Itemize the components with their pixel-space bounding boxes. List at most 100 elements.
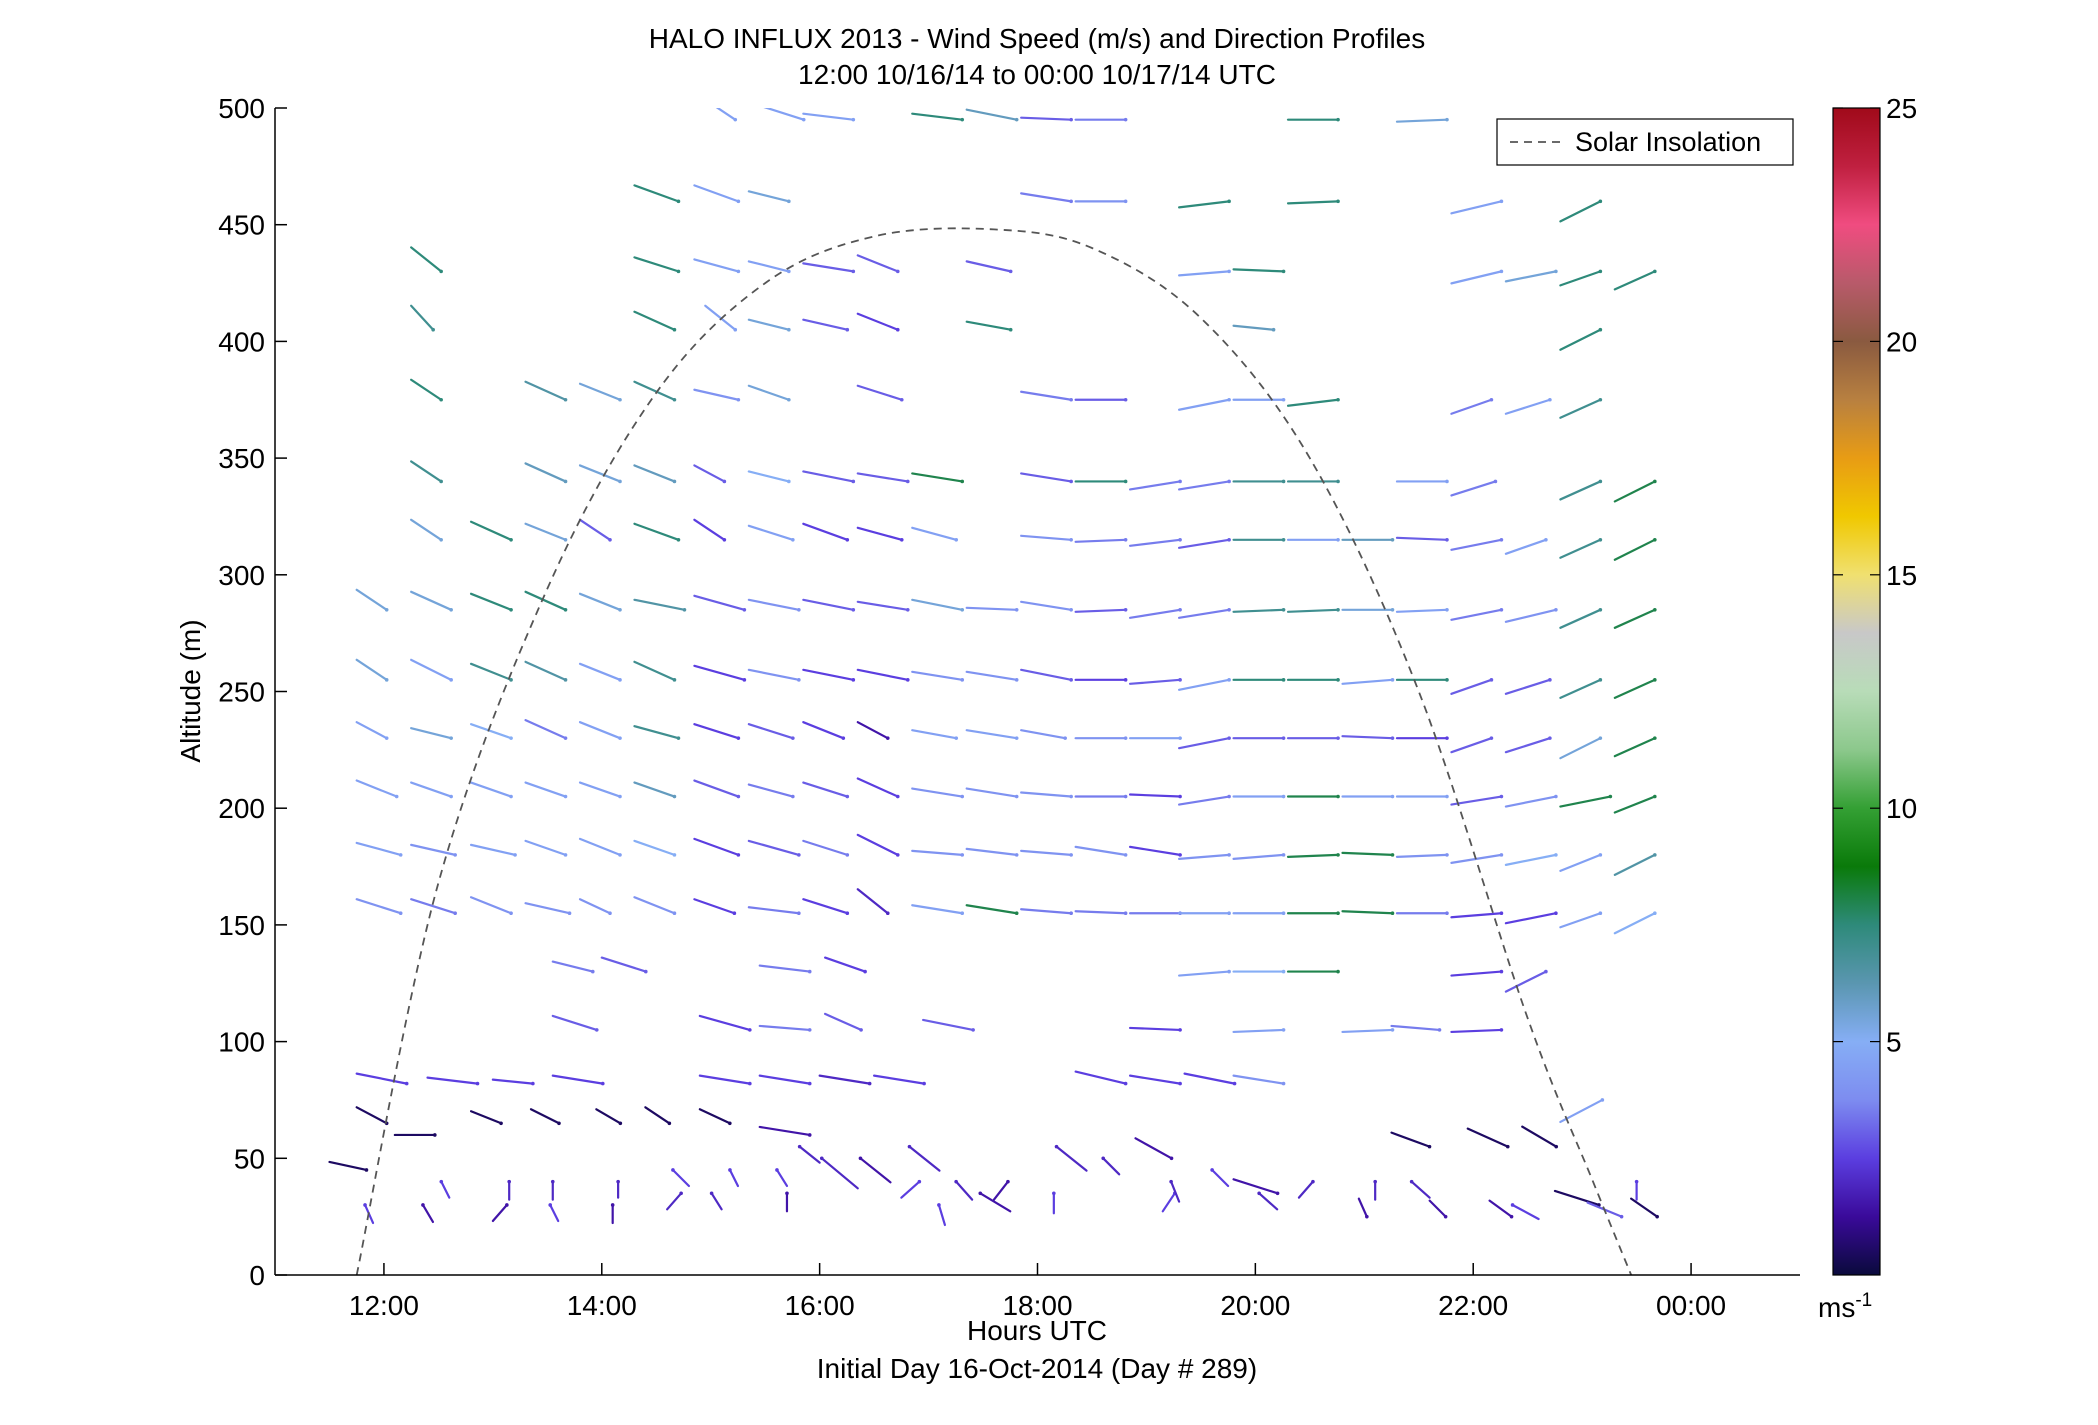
wind-barb (633, 522, 680, 541)
wind-barb-tip (509, 794, 513, 799)
wind-barb-tip (787, 327, 791, 332)
wind-barb (551, 1014, 598, 1032)
wind-barb-tip (1227, 911, 1231, 916)
wind-barb-tip (1281, 911, 1286, 916)
wind-barb-tip (1178, 1081, 1182, 1086)
wind-barb-tip (1489, 736, 1494, 740)
wind-barb-tip (1014, 911, 1019, 916)
colorbar: 5 10 15 20 25 ms-1 (1818, 93, 1917, 1323)
wind-barb-tip (1598, 537, 1603, 542)
wind-barb-tip (672, 479, 677, 484)
wind-barb (1211, 1168, 1230, 1188)
wind-barb-tip (1390, 853, 1395, 857)
wind-barb (965, 729, 1018, 740)
wind-barb (823, 956, 867, 973)
wind-barb-tip (851, 117, 856, 122)
wind-barb (1286, 398, 1340, 407)
wind-barb (1559, 737, 1602, 760)
wind-barb (693, 723, 740, 740)
wind-barb-tip (1281, 853, 1286, 857)
wind-barb (992, 1180, 1010, 1201)
wind-barb-tip (851, 269, 856, 274)
wind-barb-tip (1390, 678, 1395, 682)
wind-barb-tip (1336, 736, 1340, 740)
wind-barb-tip (728, 1168, 732, 1172)
wind-barb (355, 779, 398, 798)
wind-barb-tip (1499, 537, 1504, 542)
wind-barb-tip (841, 736, 846, 740)
wind-barb (911, 472, 964, 483)
wind-barb (856, 833, 899, 856)
wind-barb (802, 112, 855, 121)
wind-barb-tip (1014, 117, 1019, 122)
wind-barb (715, 108, 737, 121)
wind-barb-tip (1336, 911, 1340, 916)
chart-title: HALO INFLUX 2013 - Wind Speed (m/s) and … (649, 23, 1426, 54)
wind-barb (410, 246, 443, 273)
wind-barb (633, 660, 676, 681)
wind-barb (979, 1192, 1012, 1213)
wind-barb (747, 524, 794, 541)
wind-barb-tip (922, 1081, 926, 1086)
y-ticks: 0 50 100 150 200 250 300 350 400 450 500 (218, 93, 287, 1291)
wind-barb (1450, 1028, 1503, 1034)
wind-barb (633, 380, 676, 401)
wind-barb-tip (1548, 397, 1552, 402)
wind-barb (1178, 737, 1231, 750)
wind-barb-tip (797, 1144, 802, 1149)
wind-barb-tip (787, 397, 791, 402)
wind-barb-tip (1598, 608, 1603, 612)
wind-barb (1020, 668, 1073, 681)
wind-barb-tip (1653, 608, 1657, 612)
wind-barb-tip (449, 608, 453, 612)
wind-barb (1559, 853, 1602, 872)
wind-barb-tip (1169, 1156, 1174, 1161)
wind-barb-tip (1014, 736, 1019, 740)
wind-barb (469, 662, 513, 681)
wind-barb-tip (1169, 1179, 1173, 1184)
wind-barb (856, 384, 903, 401)
wind-barb-tip (643, 969, 648, 974)
wind-barb (1074, 910, 1127, 915)
wind-barb-tip (895, 269, 900, 274)
wind-barb (1559, 912, 1602, 929)
wind-barb (763, 108, 805, 121)
wind-barb-tip (1445, 608, 1449, 612)
wind-barb-tip (1653, 269, 1657, 274)
wind-barb-tip (1311, 1179, 1315, 1184)
wind-barb (410, 518, 443, 541)
wind-barb (549, 1203, 560, 1223)
wind-barb (551, 1074, 604, 1085)
wind-barb (856, 777, 899, 798)
wind-barb-tip (1178, 736, 1182, 740)
wind-barb-tip (563, 537, 568, 542)
wind-barb-tip (384, 678, 389, 682)
wind-barb-tip (899, 537, 904, 542)
wind-barb-tip (1336, 479, 1340, 484)
wind-barb-tip (449, 794, 453, 799)
wind-barb (856, 472, 909, 483)
wind-barb (1074, 538, 1127, 543)
wind-barb-tip (1336, 678, 1340, 682)
wind-barb (524, 462, 567, 483)
wind-barb (856, 721, 889, 740)
wind-barb (524, 719, 567, 740)
wind-barb-tip (791, 736, 795, 740)
wind-barb (1357, 1197, 1368, 1218)
wind-barb-tip (1499, 911, 1504, 916)
wind-barb (1232, 608, 1285, 613)
wind-barb-tip (954, 1179, 958, 1184)
wind-barb-tip (733, 327, 738, 332)
wind-barb (355, 1072, 408, 1085)
wind-barb (1559, 480, 1602, 501)
wind-barb-tip (1554, 853, 1558, 857)
wind-barb (1450, 678, 1493, 695)
wind-barb-tip (1281, 397, 1286, 402)
wind-barb-tip (433, 1133, 437, 1137)
wind-barb (426, 1076, 479, 1085)
wind-barb (491, 1078, 534, 1085)
wind-barb (1020, 192, 1073, 203)
y-tick-label: 450 (218, 210, 265, 241)
wind-barb-tip (1227, 537, 1231, 542)
wind-barb-tip (1598, 736, 1603, 740)
